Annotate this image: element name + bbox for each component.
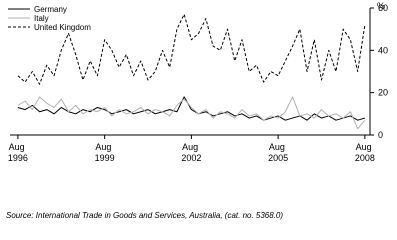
x-tick-label: Aug 1999 [95, 142, 115, 163]
y-tick-label: 40 [378, 45, 388, 55]
x-tick-label: Aug 1996 [8, 142, 28, 163]
legend-label: United Kingdom [34, 23, 91, 32]
legend-label: Italy [34, 14, 49, 23]
chart: % Source: International Trade in Goods a… [6, 1, 388, 220]
y-tick-label: 20 [378, 88, 388, 98]
line-series [17, 13, 366, 85]
line-series [17, 96, 366, 121]
y-tick-label: 0 [378, 130, 383, 140]
source-note: Source: International Trade in Goods and… [6, 211, 283, 220]
legend-label: Germany [34, 5, 67, 14]
line-series [17, 96, 366, 130]
x-tick-label: Aug 2005 [268, 142, 288, 163]
y-axis-label: % [377, 1, 385, 11]
y-tick-label: 60 [378, 3, 388, 13]
x-tick-label: Aug 2002 [181, 142, 201, 163]
x-tick-label: Aug 2008 [355, 142, 375, 163]
